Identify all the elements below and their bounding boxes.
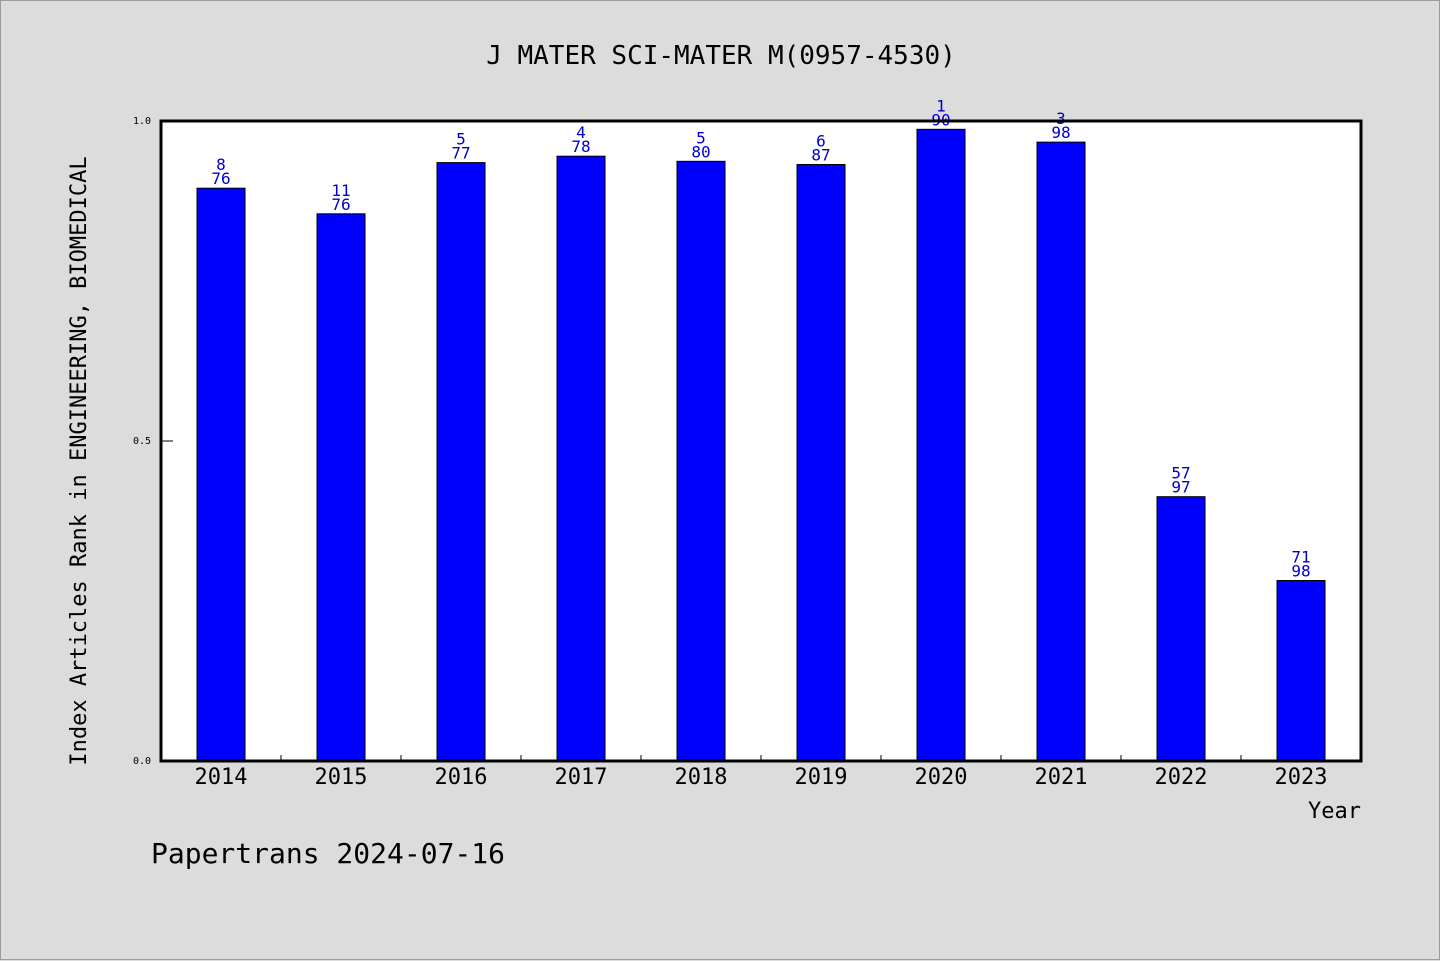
x-tick-label: 2019 [795, 765, 848, 790]
bar-total-label: 98 [1291, 562, 1310, 581]
bar-total-label: 76 [211, 169, 230, 188]
x-tick-label: 2017 [555, 765, 608, 790]
bar-2015 [316, 213, 366, 762]
bar-total-label: 87 [811, 146, 830, 165]
bar-rank-label: 3 [1056, 109, 1066, 128]
bar-rank-label: 5 [456, 130, 466, 149]
bar-2020 [916, 128, 966, 762]
bar-2022 [1156, 496, 1206, 762]
bar-2014 [196, 187, 246, 762]
x-tick-label: 2022 [1155, 765, 1208, 790]
bar-2019 [796, 164, 846, 762]
plot-border [159, 119, 1363, 763]
bar-total-label: 77 [451, 144, 470, 163]
bar-total-label: 78 [571, 137, 590, 156]
bar-series [196, 128, 1326, 762]
bar-rank-label: 11 [331, 181, 350, 200]
x-tick-label: 2018 [675, 765, 728, 790]
bar-rank-label: 4 [576, 123, 586, 142]
x-tick-label: 2014 [195, 765, 248, 790]
bar-total-label: 76 [331, 195, 350, 214]
bar-rank-label: 8 [216, 155, 226, 174]
x-tick-label: 2023 [1275, 765, 1328, 790]
bar-2023 [1276, 580, 1326, 762]
y-axis-label: Index Articles Rank in ENGINEERING, BIOM… [67, 156, 92, 765]
x-tick-label: 2020 [915, 765, 968, 790]
bar-rank-label: 1 [936, 96, 946, 115]
bar-rank-label: 6 [816, 132, 826, 151]
bar-2017 [556, 155, 606, 762]
footer-text: Papertrans 2024-07-16 [151, 837, 505, 870]
bar-rank-label: 57 [1171, 464, 1190, 483]
y-tick-label: 0.5 [133, 436, 151, 447]
bar-total-label: 98 [1051, 123, 1070, 142]
x-axis-label: Year [1308, 799, 1361, 824]
x-tick-label: 2015 [315, 765, 368, 790]
bar-2016 [436, 162, 486, 762]
y-tick-label: 1.0 [133, 116, 151, 127]
x-tick-label: 2021 [1035, 765, 1088, 790]
x-tick-label: 2016 [435, 765, 488, 790]
bar-2021 [1036, 141, 1086, 762]
bar-rank-label: 5 [696, 128, 706, 147]
bar-total-label: 80 [691, 142, 710, 161]
bar-total-label: 97 [1171, 478, 1190, 497]
y-tick-label: 0.0 [133, 756, 151, 767]
bar-2018 [676, 160, 726, 762]
bar-rank-label: 71 [1291, 548, 1310, 567]
x-axis-ticks: 2014 2015 2016 2017 2018 2019 2020 2021 2022 2023 [195, 755, 1328, 790]
chart-title: J MATER SCI-MATER M(0957-4530) [486, 41, 956, 71]
